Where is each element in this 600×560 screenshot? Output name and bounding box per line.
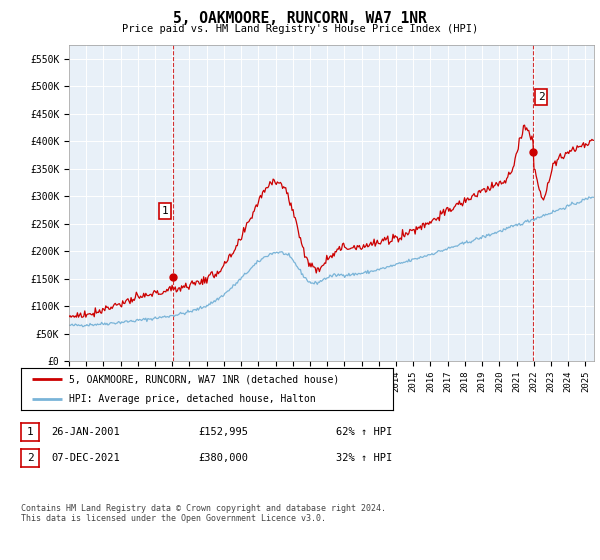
Text: Contains HM Land Registry data © Crown copyright and database right 2024.
This d: Contains HM Land Registry data © Crown c… (21, 504, 386, 524)
Text: 32% ↑ HPI: 32% ↑ HPI (336, 453, 392, 463)
Text: HPI: Average price, detached house, Halton: HPI: Average price, detached house, Halt… (70, 394, 316, 404)
Text: 2: 2 (26, 453, 34, 463)
Text: 62% ↑ HPI: 62% ↑ HPI (336, 427, 392, 437)
Text: Price paid vs. HM Land Registry's House Price Index (HPI): Price paid vs. HM Land Registry's House … (122, 24, 478, 34)
Text: £152,995: £152,995 (198, 427, 248, 437)
Text: 1: 1 (161, 206, 168, 216)
Text: 1: 1 (26, 427, 34, 437)
Text: 26-JAN-2001: 26-JAN-2001 (51, 427, 120, 437)
Text: 5, OAKMOORE, RUNCORN, WA7 1NR (detached house): 5, OAKMOORE, RUNCORN, WA7 1NR (detached … (70, 374, 340, 384)
Text: £380,000: £380,000 (198, 453, 248, 463)
Text: 5, OAKMOORE, RUNCORN, WA7 1NR: 5, OAKMOORE, RUNCORN, WA7 1NR (173, 11, 427, 26)
Text: 2: 2 (538, 92, 545, 102)
Text: 07-DEC-2021: 07-DEC-2021 (51, 453, 120, 463)
